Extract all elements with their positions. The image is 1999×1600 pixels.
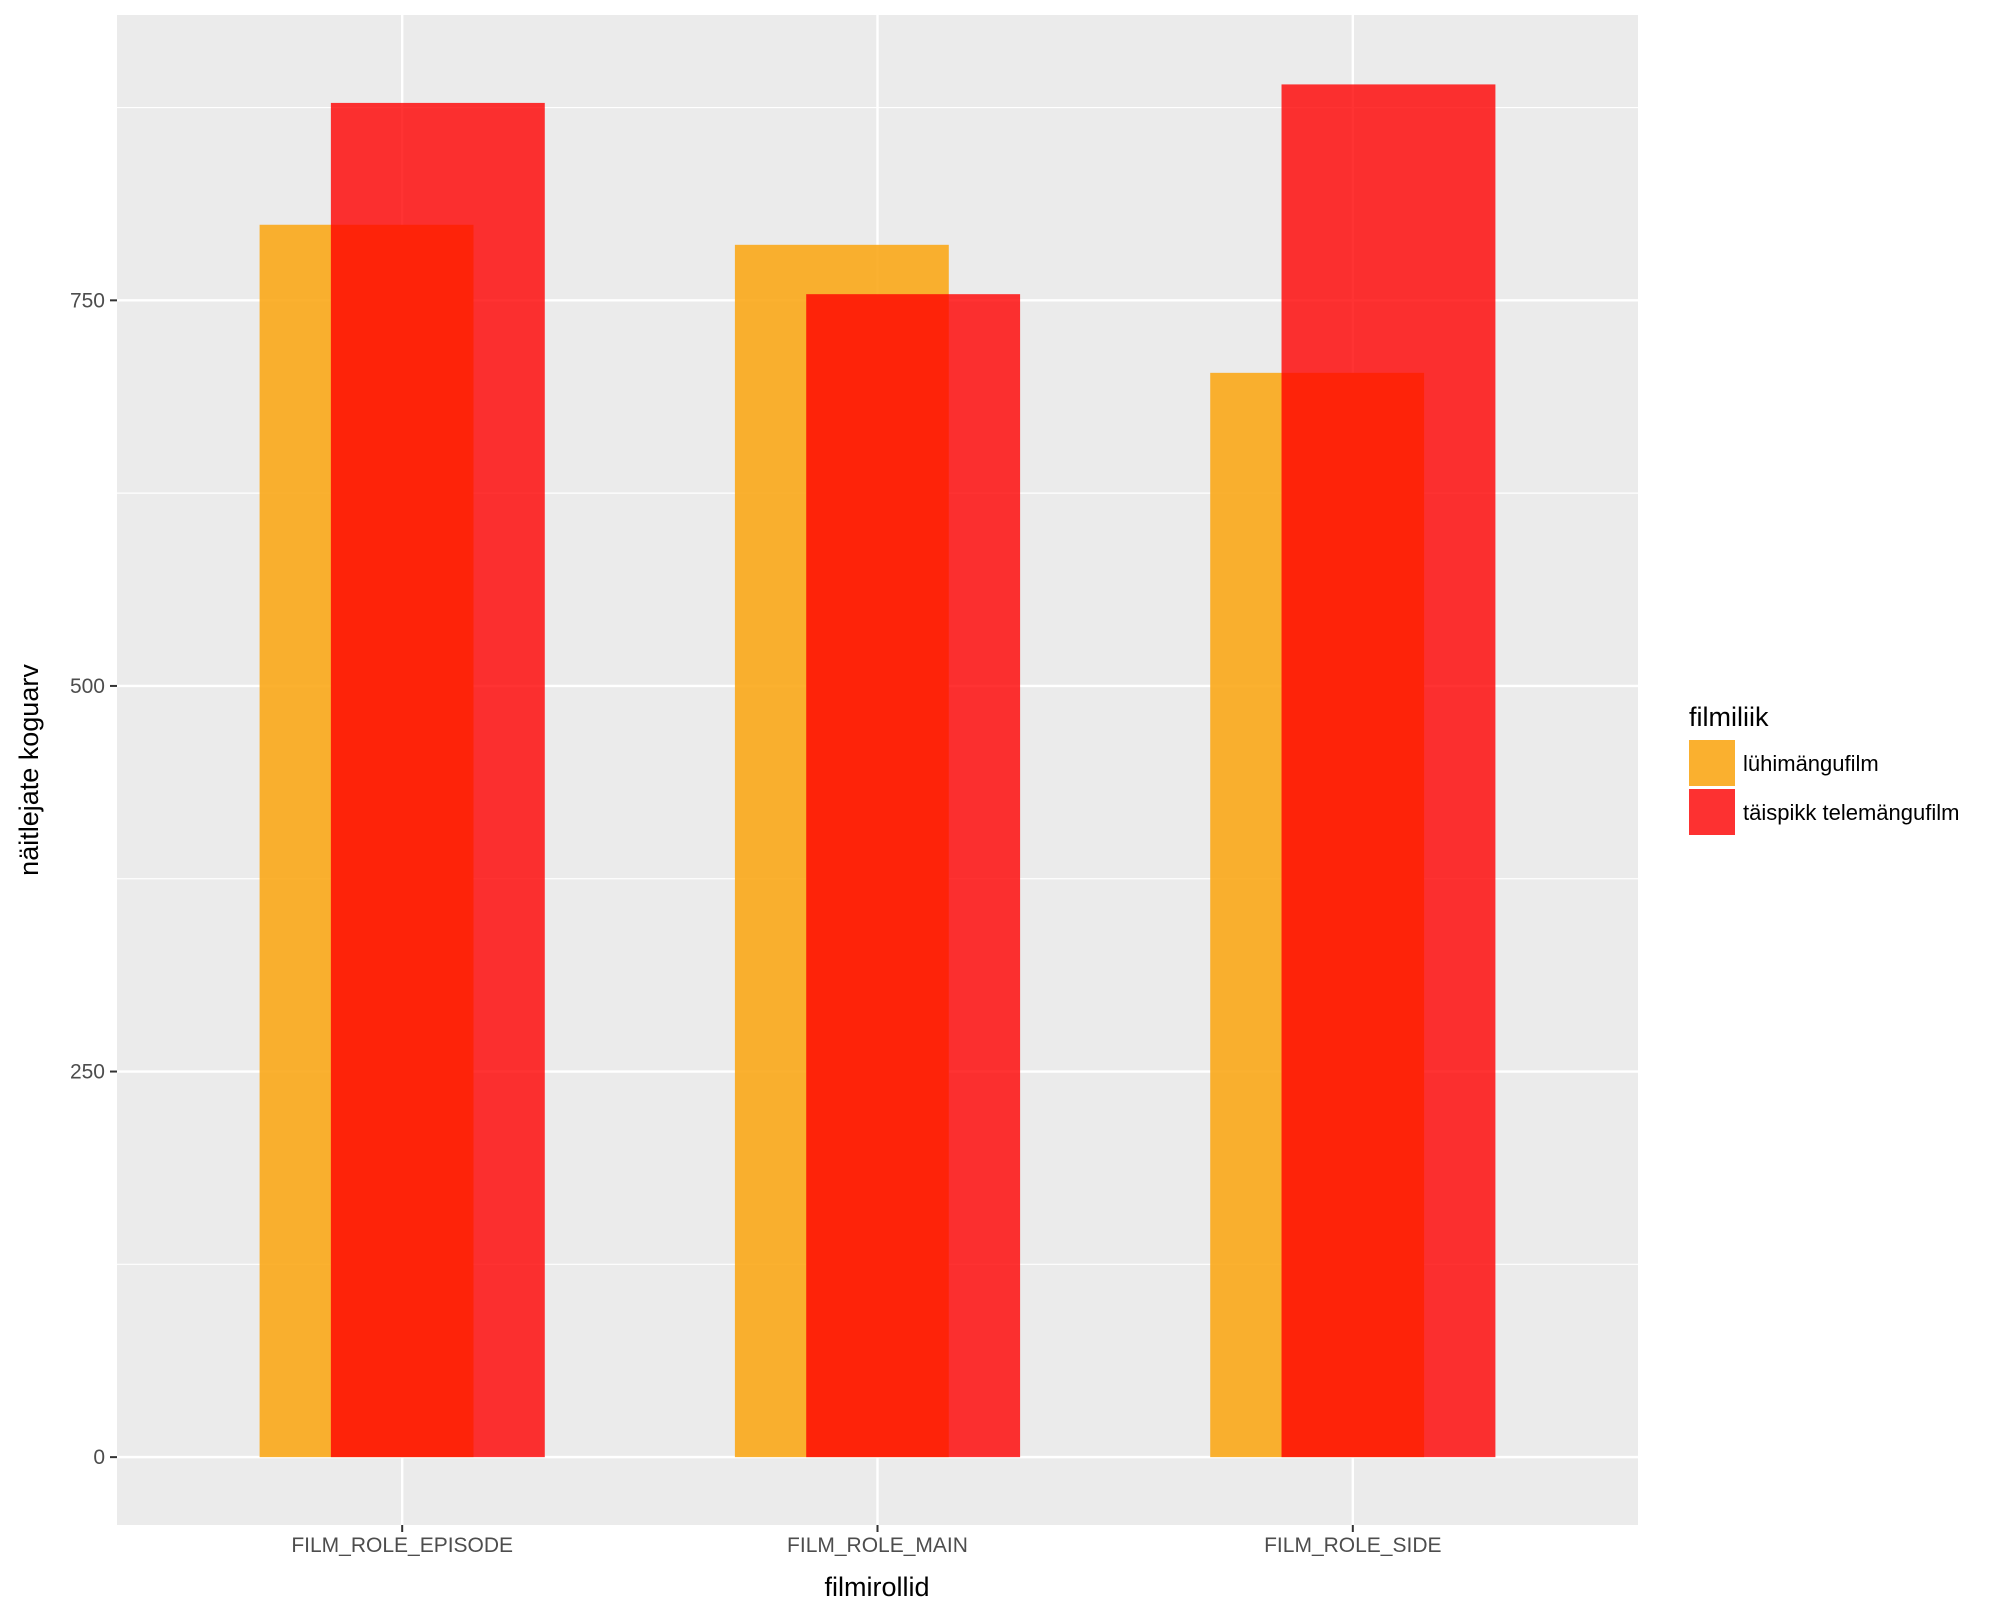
legend-swatch bbox=[1689, 740, 1735, 786]
x-tick-label: FILM_ROLE_MAIN bbox=[787, 1534, 968, 1557]
legend-title: filmiliik bbox=[1689, 702, 1769, 732]
y-tick-label: 750 bbox=[70, 289, 105, 312]
bar bbox=[806, 294, 1021, 1458]
bar bbox=[1281, 84, 1496, 1458]
x-axis-title: filmirollid bbox=[824, 1572, 929, 1600]
legend: filmiliik lühimängufilm täispikk telemäng… bbox=[1689, 702, 1959, 835]
legend-label: lühimängufilm bbox=[1743, 751, 1879, 776]
legend-label: täispikk telemängufilm bbox=[1743, 800, 1959, 825]
x-tick-label: FILM_ROLE_EPISODE bbox=[291, 1534, 513, 1557]
y-tick-label: 500 bbox=[70, 675, 105, 698]
bars bbox=[259, 84, 1496, 1458]
y-tick-label: 250 bbox=[70, 1061, 105, 1084]
x-tick-label: FILM_ROLE_SIDE bbox=[1264, 1534, 1441, 1557]
legend-swatch bbox=[1689, 789, 1735, 835]
y-axis: 0 250 500 750 bbox=[70, 289, 117, 1469]
bar bbox=[330, 102, 545, 1458]
y-tick-label: 0 bbox=[93, 1446, 105, 1469]
x-axis: FILM_ROLE_EPISODE FILM_ROLE_MAIN FILM_ROLE… bbox=[291, 1525, 1442, 1557]
y-axis-title: näitlejate koguarv bbox=[14, 664, 44, 876]
